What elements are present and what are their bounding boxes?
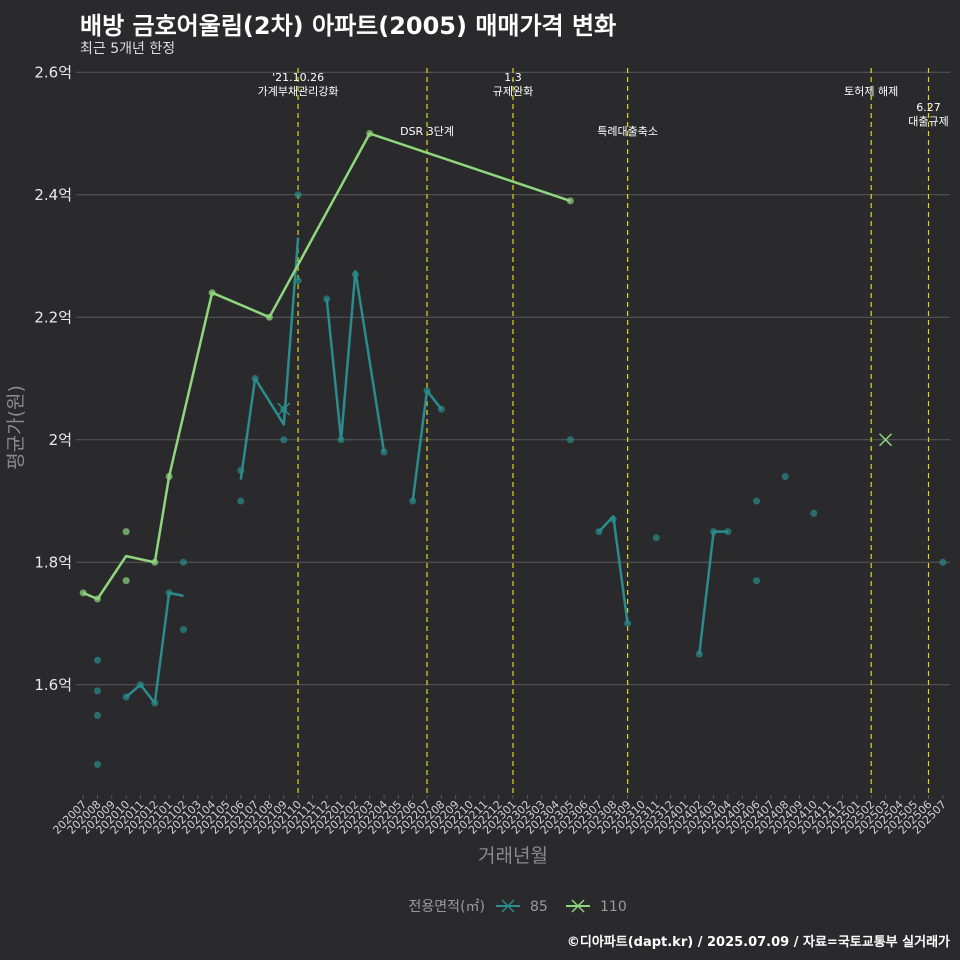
series-85-point xyxy=(165,589,173,597)
series-85-point xyxy=(595,528,603,536)
series-85-point xyxy=(122,693,130,701)
chart-title: 배방 금호어울림(2차) 아파트(2005) 매매가격 변화 xyxy=(80,12,617,40)
series-110-point xyxy=(265,313,273,321)
series-110-point xyxy=(566,197,574,205)
series-110-point xyxy=(79,589,87,597)
series-110-line xyxy=(82,132,571,601)
y-tick-label: 2.4억 xyxy=(34,186,72,204)
series-85-line xyxy=(239,237,300,480)
series-85-point xyxy=(251,375,259,382)
series-110-cross-point-stroke-b xyxy=(878,433,893,447)
legend-key-cross-stroke-b xyxy=(571,899,585,913)
series-110-point xyxy=(122,577,130,585)
event-label: 6.27 xyxy=(916,101,941,114)
legend-key-cross xyxy=(501,899,515,913)
series-85-point xyxy=(93,687,101,695)
series-85-point xyxy=(781,473,789,480)
event-label: '21.10.26 xyxy=(272,71,324,84)
series-85-point xyxy=(724,528,732,536)
series-85-point xyxy=(136,681,144,689)
legend-label: 110 xyxy=(600,899,627,915)
series-85-cross-point xyxy=(277,402,291,416)
series-110-point xyxy=(122,528,130,536)
series-110-point xyxy=(208,289,216,297)
series-85-point xyxy=(323,295,331,303)
series-85-line xyxy=(598,515,629,624)
event-label: 대출규제 xyxy=(908,115,948,128)
event-label: 특례대출축소 xyxy=(597,125,658,138)
series-85-line xyxy=(698,530,728,655)
legend-key-cross xyxy=(571,899,585,913)
series-85-point xyxy=(237,466,245,474)
source-credit: ©디아파트(dapt.kr) / 2025.07.09 / 자료=국토교통부 실… xyxy=(566,935,950,950)
series-85-point xyxy=(380,448,388,456)
series-85-point xyxy=(710,528,718,536)
series-85-cross-point-stroke-b xyxy=(277,402,291,416)
series-85-point xyxy=(810,509,818,517)
series-85-point xyxy=(695,650,703,658)
series-85-point xyxy=(624,620,632,627)
event-label: 가계부채관리강화 xyxy=(258,85,339,98)
series-85-point xyxy=(179,626,187,634)
series-110-point xyxy=(366,130,374,137)
series-85-line xyxy=(125,591,184,705)
series-85-point xyxy=(280,436,288,444)
series-85-point xyxy=(566,436,574,444)
legend-key-cross-stroke-b xyxy=(501,899,515,913)
y-tick-label: 1.8억 xyxy=(34,553,72,571)
series-85-point xyxy=(337,436,345,444)
event-label: 1.3 xyxy=(504,71,522,84)
series-85-point xyxy=(93,711,101,719)
series-85-point xyxy=(753,577,761,585)
series-85-point xyxy=(351,270,359,278)
series-85-line xyxy=(325,270,386,453)
series-85-point xyxy=(939,558,947,566)
y-tick-label: 2.6억 xyxy=(34,63,72,81)
y-tick-label: 2억 xyxy=(49,431,72,449)
legend-label: 85 xyxy=(530,899,548,915)
event-label: 규제완화 xyxy=(493,85,533,98)
y-tick-label: 1.6억 xyxy=(34,676,72,694)
event-label: 토허제 해제 xyxy=(844,84,898,98)
series-85-point xyxy=(93,760,101,768)
series-110-point xyxy=(165,473,173,480)
series-85-point xyxy=(652,534,660,542)
y-tick-label: 2.2억 xyxy=(34,308,72,326)
series-110-point xyxy=(93,595,101,603)
series-85-point xyxy=(179,558,187,566)
chart-subtitle: 최근 5개년 한정 xyxy=(80,41,176,57)
series-110-point xyxy=(151,558,159,566)
series-85-point xyxy=(609,515,617,523)
legend-title: 전용면적(㎡) xyxy=(409,899,485,915)
series-85-point xyxy=(93,656,101,664)
series-85-point xyxy=(437,405,445,413)
series-85-point xyxy=(294,191,302,199)
series-85-point xyxy=(409,497,417,505)
y-axis-title: 평균가(원) xyxy=(5,385,27,470)
x-axis-title: 거래년월 xyxy=(478,845,548,867)
series-85-point xyxy=(423,387,431,395)
series-85-point xyxy=(237,497,245,505)
series-85-point xyxy=(151,699,159,707)
series-110-cross-point xyxy=(878,433,893,447)
series-85-point xyxy=(294,277,302,284)
series-85-point xyxy=(753,497,761,505)
event-label: DSR 3단계 xyxy=(400,125,454,138)
